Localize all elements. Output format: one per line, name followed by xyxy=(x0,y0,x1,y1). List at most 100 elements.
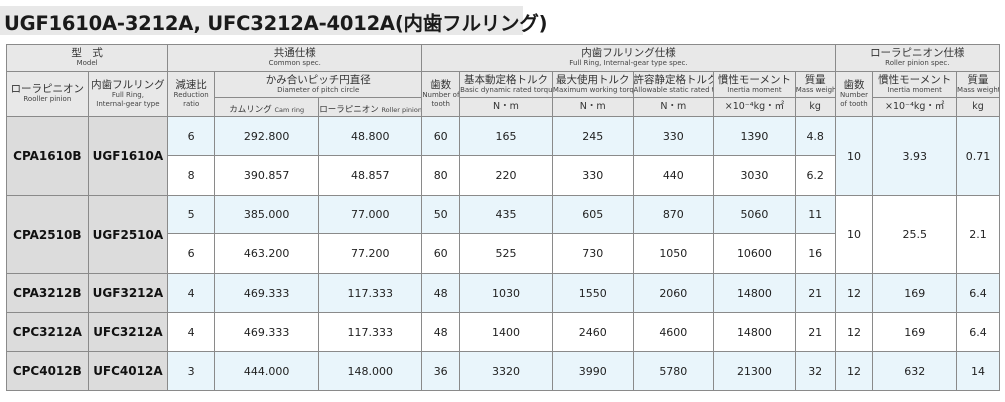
static-torque-cell: 2060 xyxy=(632,273,715,313)
max-torque-cell: 245 xyxy=(551,116,634,156)
static-torque-cell: 330 xyxy=(632,116,715,156)
dynamic-torque-cell: 1400 xyxy=(459,312,553,352)
ratio-cell: 5 xyxy=(167,195,216,234)
internal-ring-col-header: 内歯フルリング Full Ring, Internal-gear type xyxy=(87,71,169,117)
dynamic-torque-cell: 220 xyxy=(459,155,553,196)
teeth-cell: 48 xyxy=(421,312,461,352)
roller-pinion-cell: 48.800 xyxy=(318,116,423,156)
inertia-cell: 21300 xyxy=(713,351,796,391)
cam-ring-subheader: カムリング Cam ring xyxy=(214,97,320,117)
pitch-circle-header: かみ合いピッチ円直径 Diameter of pitch circle xyxy=(214,71,423,98)
title-bar: UGF1610A-3212A, UFC3212A-4012A(内歯フルリング) xyxy=(0,6,548,35)
teeth-cell: 60 xyxy=(421,116,461,156)
roller-pinion-cell: 48.857 xyxy=(318,155,423,196)
pinion-model-cell: CPC4012B xyxy=(6,351,89,391)
ring-model-cell: UFC3212A xyxy=(87,312,169,352)
roller-pinion-cell: 117.333 xyxy=(318,312,423,352)
spec-table: 型 式 Model 共通仕様 Common spec. 内歯フルリング仕様 Fu… xyxy=(5,44,1001,391)
max-torque-cell: 3990 xyxy=(551,351,634,391)
static-torque-cell: 440 xyxy=(632,155,715,196)
mass-cell: 4.8 xyxy=(794,116,836,156)
ratio-cell: 8 xyxy=(167,155,216,196)
roller-pinion-col-header: ローラピニオン Rooller pinion xyxy=(6,71,89,117)
inertia-cell: 14800 xyxy=(713,312,796,352)
pinion-model-cell: CPA2510B xyxy=(6,195,89,274)
cam-ring-cell: 390.857 xyxy=(214,155,320,196)
inertia-unit: ×10⁻⁴kg・㎡ xyxy=(713,97,796,117)
roller-pinion-subheader: ローラピニオン Roller pinion xyxy=(318,97,423,117)
static-torque-cell: 4600 xyxy=(632,312,715,352)
teeth-col-header: 歯数 Number of tooth xyxy=(421,71,461,117)
pinion-model-cell: CPA3212B xyxy=(6,273,89,313)
ratio-cell: 3 xyxy=(167,351,216,391)
pinion-inertia-cell: 169 xyxy=(872,312,958,352)
max-torque-cell: 1550 xyxy=(551,273,634,313)
roller-pinion-cell: 117.333 xyxy=(318,273,423,313)
max-torque-cell: 730 xyxy=(551,233,634,274)
pinion-teeth-cell: 12 xyxy=(834,312,874,352)
dynamic-torque-cell: 165 xyxy=(459,116,553,156)
pinion-inertia-cell: 632 xyxy=(872,351,958,391)
max-torque-cell: 605 xyxy=(551,195,634,234)
pinion-inertia-unit: ×10⁻⁴kg・㎡ xyxy=(872,97,958,117)
static-torque-header: 許容静定格トルク Allowable static rated torque xyxy=(632,71,715,98)
inertia-cell: 14800 xyxy=(713,273,796,313)
model-header: 型 式 Model xyxy=(5,44,169,72)
mass-header: 質量 Mass weight xyxy=(794,71,836,98)
pinion-teeth-cell: 10 xyxy=(834,195,874,274)
mass-cell: 21 xyxy=(794,312,836,352)
pinion-mass-cell: 6.4 xyxy=(956,312,1000,352)
max-torque-cell: 330 xyxy=(551,155,634,196)
dynamic-torque-cell: 435 xyxy=(459,195,553,234)
table-row: CPC4012B UFC4012A 3 444.000 148.000 36 3… xyxy=(6,351,1000,391)
dynamic-torque-unit: N・m xyxy=(459,97,553,117)
common-spec-header: 共通仕様 Common spec. xyxy=(167,44,423,72)
dynamic-torque-header: 基本動定格トルク Basic dynamic rated torque xyxy=(459,71,553,98)
pinion-inertia-cell: 169 xyxy=(872,273,958,313)
pinion-inertia-cell: 25.5 xyxy=(872,195,958,274)
pinion-mass-cell: 14 xyxy=(956,351,1000,391)
teeth-cell: 36 xyxy=(421,351,461,391)
pinion-inertia-header: 慣性モーメント Inertia moment xyxy=(872,71,958,98)
teeth-cell: 48 xyxy=(421,273,461,313)
page-title: UGF1610A-3212A, UFC3212A-4012A(内歯フルリング) xyxy=(4,12,548,35)
ratio-cell: 4 xyxy=(167,273,216,313)
table-row: 8 390.857 48.857 80 220 330 440 3030 6.2 xyxy=(7,155,1000,196)
ratio-cell: 4 xyxy=(167,312,216,352)
inertia-cell: 1390 xyxy=(713,116,796,156)
max-torque-unit: N・m xyxy=(551,97,634,117)
dynamic-torque-cell: 1030 xyxy=(459,273,553,313)
ring-model-cell: UGF1610A xyxy=(87,116,169,196)
pinion-mass-header: 質量 Mass weight xyxy=(956,71,1000,98)
pinion-spec-header: ローラピニオン仕様 Roller pinion spec. xyxy=(834,44,1001,72)
cam-ring-cell: 292.800 xyxy=(214,116,320,156)
cam-ring-cell: 463.200 xyxy=(214,233,320,274)
mass-cell: 6.2 xyxy=(794,155,836,196)
ratio-cell: 6 xyxy=(167,116,216,156)
inertia-cell: 10600 xyxy=(713,233,796,274)
cam-ring-cell: 469.333 xyxy=(214,273,320,313)
ratio-cell: 6 xyxy=(167,233,216,274)
max-torque-header: 最大使用トルク Maximum working torque xyxy=(551,71,634,98)
mass-cell: 32 xyxy=(794,351,836,391)
inertia-cell: 3030 xyxy=(713,155,796,196)
cam-ring-cell: 469.333 xyxy=(214,312,320,352)
pinion-mass-cell: 6.4 xyxy=(956,273,1000,313)
max-torque-cell: 2460 xyxy=(551,312,634,352)
full-ring-spec-header: 内歯フルリング仕様 Full Ring, Internal-gear type … xyxy=(421,44,836,72)
mass-cell: 21 xyxy=(794,273,836,313)
inertia-header: 慣性モーメント Inertia moment xyxy=(713,71,796,98)
cam-ring-cell: 385.000 xyxy=(214,195,320,234)
dynamic-torque-cell: 3320 xyxy=(459,351,553,391)
reduction-ratio-col-header: 減速比 Reduction ratio xyxy=(167,71,216,117)
roller-pinion-cell: 148.000 xyxy=(318,351,423,391)
roller-pinion-cell: 77.200 xyxy=(318,233,423,274)
static-torque-cell: 5780 xyxy=(632,351,715,391)
pinion-mass-unit: kg xyxy=(956,97,1000,117)
pinion-inertia-cell: 3.93 xyxy=(872,116,958,196)
pinion-mass-cell: 2.1 xyxy=(956,195,1000,274)
static-torque-unit: N・m xyxy=(632,97,715,117)
pinion-model-cell: CPC3212A xyxy=(6,312,89,352)
static-torque-cell: 870 xyxy=(632,195,715,234)
pinion-teeth-cell: 12 xyxy=(834,273,874,313)
